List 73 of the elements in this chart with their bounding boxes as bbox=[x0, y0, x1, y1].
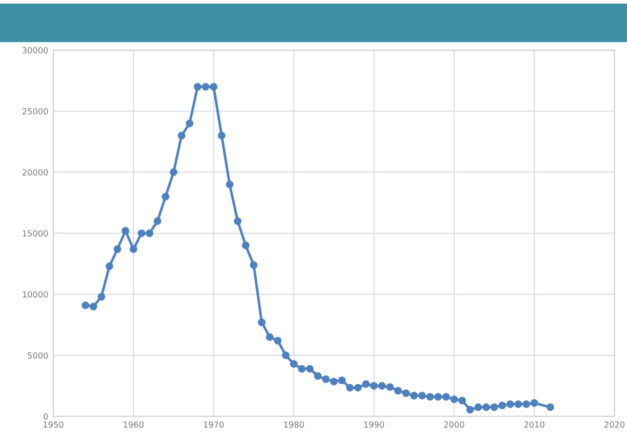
point bbox=[346, 384, 354, 392]
point bbox=[330, 378, 338, 386]
point bbox=[258, 318, 266, 326]
y-tick-label: 10000 bbox=[22, 291, 48, 298]
point bbox=[378, 382, 386, 390]
point bbox=[410, 392, 418, 400]
point bbox=[290, 360, 298, 368]
point bbox=[298, 364, 306, 373]
point bbox=[226, 180, 234, 188]
point bbox=[130, 245, 138, 253]
point bbox=[546, 403, 554, 412]
point bbox=[178, 132, 186, 140]
point bbox=[386, 383, 394, 391]
point bbox=[106, 262, 114, 270]
point bbox=[450, 395, 458, 404]
point bbox=[514, 400, 522, 408]
point bbox=[426, 393, 434, 401]
point bbox=[530, 399, 538, 407]
point bbox=[242, 242, 250, 250]
point bbox=[370, 382, 378, 390]
point bbox=[266, 333, 274, 341]
point bbox=[218, 132, 226, 140]
point bbox=[234, 217, 242, 225]
point bbox=[170, 168, 178, 176]
point bbox=[362, 380, 370, 388]
point bbox=[482, 403, 490, 412]
y-tick-label: 5000 bbox=[28, 352, 48, 359]
point bbox=[274, 336, 282, 345]
x-tick-label: 2010 bbox=[524, 421, 544, 428]
point bbox=[322, 375, 330, 383]
x-tick-label: 1980 bbox=[284, 421, 304, 428]
point bbox=[202, 82, 210, 91]
point bbox=[90, 302, 98, 310]
point bbox=[114, 245, 122, 253]
point bbox=[442, 393, 450, 401]
x-tick-label: 1960 bbox=[124, 421, 144, 428]
point bbox=[458, 396, 466, 404]
point bbox=[306, 364, 314, 373]
point bbox=[474, 403, 482, 412]
x-tick-label: 2020 bbox=[604, 421, 625, 428]
point bbox=[250, 261, 258, 269]
x-tick-label: 1950 bbox=[44, 421, 64, 428]
x-tick-label: 2000 bbox=[444, 421, 464, 428]
point bbox=[154, 217, 162, 225]
point bbox=[194, 82, 202, 91]
y-tick-label: 30000 bbox=[22, 47, 48, 54]
point bbox=[186, 120, 194, 128]
point bbox=[466, 406, 474, 414]
point bbox=[82, 301, 90, 310]
point bbox=[98, 292, 106, 301]
y-tick-label: 25000 bbox=[22, 108, 48, 114]
point bbox=[146, 229, 154, 238]
x-tick-label: 1990 bbox=[364, 421, 384, 428]
point bbox=[506, 400, 514, 408]
y-tick-label: 20000 bbox=[22, 169, 48, 176]
point bbox=[282, 352, 290, 360]
point bbox=[162, 192, 170, 200]
x-tick-label: 1970 bbox=[204, 421, 224, 428]
point bbox=[394, 386, 402, 395]
y-tick-label: 0 bbox=[44, 413, 48, 420]
point bbox=[122, 227, 130, 235]
point bbox=[338, 376, 346, 384]
point bbox=[498, 402, 506, 410]
point bbox=[418, 392, 426, 400]
y-tick-label: 15000 bbox=[22, 230, 48, 237]
point bbox=[434, 393, 442, 401]
point bbox=[314, 372, 322, 380]
point bbox=[138, 229, 146, 238]
point bbox=[522, 400, 530, 408]
point bbox=[354, 384, 362, 392]
point bbox=[402, 389, 410, 398]
point bbox=[490, 403, 498, 412]
point bbox=[210, 82, 218, 91]
